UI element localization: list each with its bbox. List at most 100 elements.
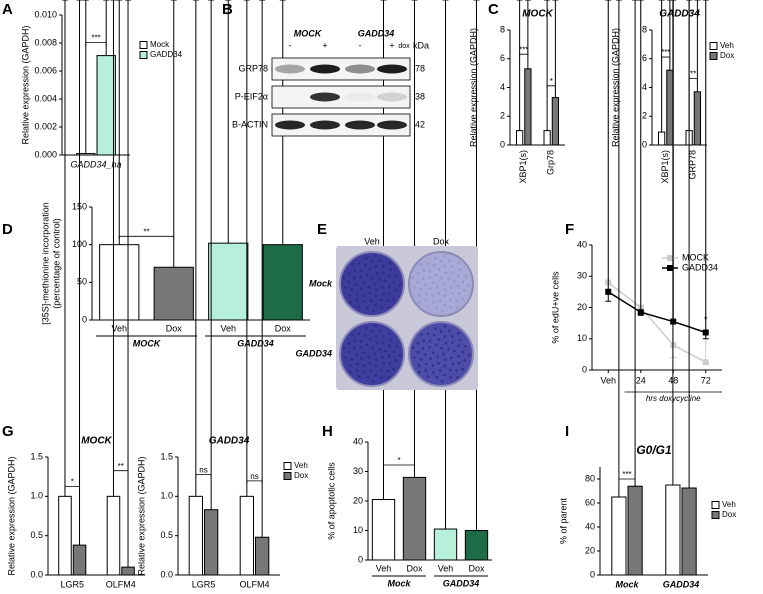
colony: [440, 380, 444, 383]
colony: [432, 263, 436, 267]
colony: [431, 364, 435, 367]
legend-swatch: [709, 52, 718, 60]
bar: [402, 476, 427, 561]
colony: [387, 376, 390, 379]
blot-strip: [271, 85, 411, 109]
band: [310, 64, 340, 74]
colony: [436, 355, 439, 359]
x-tick-label: Mock: [615, 579, 639, 589]
colony: [366, 306, 370, 309]
y-axis-label: Relative expression (GAPDH): [20, 25, 30, 144]
bar: [121, 566, 135, 576]
colony: [367, 355, 370, 359]
y-tick-label: 4: [500, 82, 505, 92]
colony: [374, 358, 378, 361]
colony: [379, 329, 382, 332]
colony: [374, 264, 378, 268]
kda-label: 42: [415, 119, 425, 129]
colony: [461, 367, 465, 371]
y-tick-label: 0.0: [30, 569, 43, 579]
y-tick-label: 8: [642, 24, 647, 34]
colony: [449, 306, 452, 309]
colony: [434, 343, 438, 347]
y-tick-label: 80: [585, 473, 595, 483]
colony: [432, 370, 435, 374]
colony: [395, 274, 398, 278]
colony: [447, 277, 450, 281]
bar: [658, 131, 666, 146]
legend-label: GADD34: [682, 262, 718, 272]
colony: [352, 277, 356, 280]
colony: [449, 356, 453, 360]
colony: [463, 289, 466, 292]
colony: [371, 310, 375, 313]
colony: [443, 294, 447, 298]
y-tick-label: 0.5: [30, 530, 43, 540]
row-label: GRP78: [238, 63, 268, 73]
x-tick-label: Dox: [166, 323, 183, 333]
panel-letter: E: [317, 221, 327, 238]
y-tick-label: 10: [577, 333, 587, 343]
x-tick-label: GADD34: [663, 579, 700, 589]
y-tick-label: 0: [358, 554, 363, 564]
bar: [58, 495, 72, 576]
y-tick-label: 6: [500, 53, 505, 63]
colony: [348, 294, 352, 297]
legend-swatch: [711, 501, 720, 509]
bar: [681, 487, 697, 576]
y-tick-label: 2: [642, 111, 647, 121]
significance-bracket: [195, 474, 212, 478]
colony: [442, 282, 445, 286]
colony: [437, 361, 440, 365]
lane-label: +: [389, 40, 394, 50]
colony: [422, 269, 426, 273]
colony: [416, 271, 420, 275]
legend-swatch: [139, 41, 148, 49]
point: [637, 309, 644, 316]
chart-title: GADD34: [209, 436, 250, 447]
colony: [388, 274, 391, 278]
colony: [461, 297, 465, 301]
legend-label: Mock: [150, 40, 170, 49]
panel-letter: G: [2, 423, 14, 440]
colony: [353, 269, 357, 273]
colony: [455, 369, 458, 373]
bar: [551, 97, 559, 146]
colony: [437, 268, 441, 271]
chart-title: MOCK: [522, 9, 553, 20]
colony: [351, 333, 354, 336]
colony: [464, 274, 467, 278]
significance-label: *: [397, 456, 400, 465]
x-tick-label: LGR5: [192, 579, 216, 589]
x-tick-label: Veh: [600, 375, 616, 385]
colony: [387, 284, 391, 288]
colony: [382, 292, 385, 296]
colony: [453, 279, 456, 283]
colony: [362, 281, 366, 284]
legend-swatch: [709, 42, 718, 50]
y-tick-label: 30: [353, 466, 363, 476]
colony: [467, 283, 471, 287]
band: [275, 120, 305, 130]
colony: [433, 256, 437, 260]
colony: [464, 344, 467, 348]
bar: [255, 536, 270, 576]
band: [345, 92, 375, 102]
colony: [363, 333, 367, 337]
colony: [359, 346, 362, 349]
panel-letter: I: [565, 423, 569, 440]
y-tick-label: 0.010: [34, 9, 57, 19]
colony: [388, 292, 392, 295]
colony: [392, 297, 396, 301]
x-tick-label: GRP78: [688, 150, 698, 180]
y-tick-label: 0.000: [34, 149, 57, 159]
colony: [379, 368, 383, 372]
legend-label: Dox: [722, 510, 736, 519]
colony: [387, 306, 390, 309]
bar: [627, 485, 643, 576]
chart-title: GADD34: [659, 9, 700, 20]
colony: [417, 364, 421, 367]
chart-title: G0/G1: [636, 443, 672, 457]
y-tick-label: 40: [577, 239, 587, 249]
colony: [373, 282, 376, 286]
